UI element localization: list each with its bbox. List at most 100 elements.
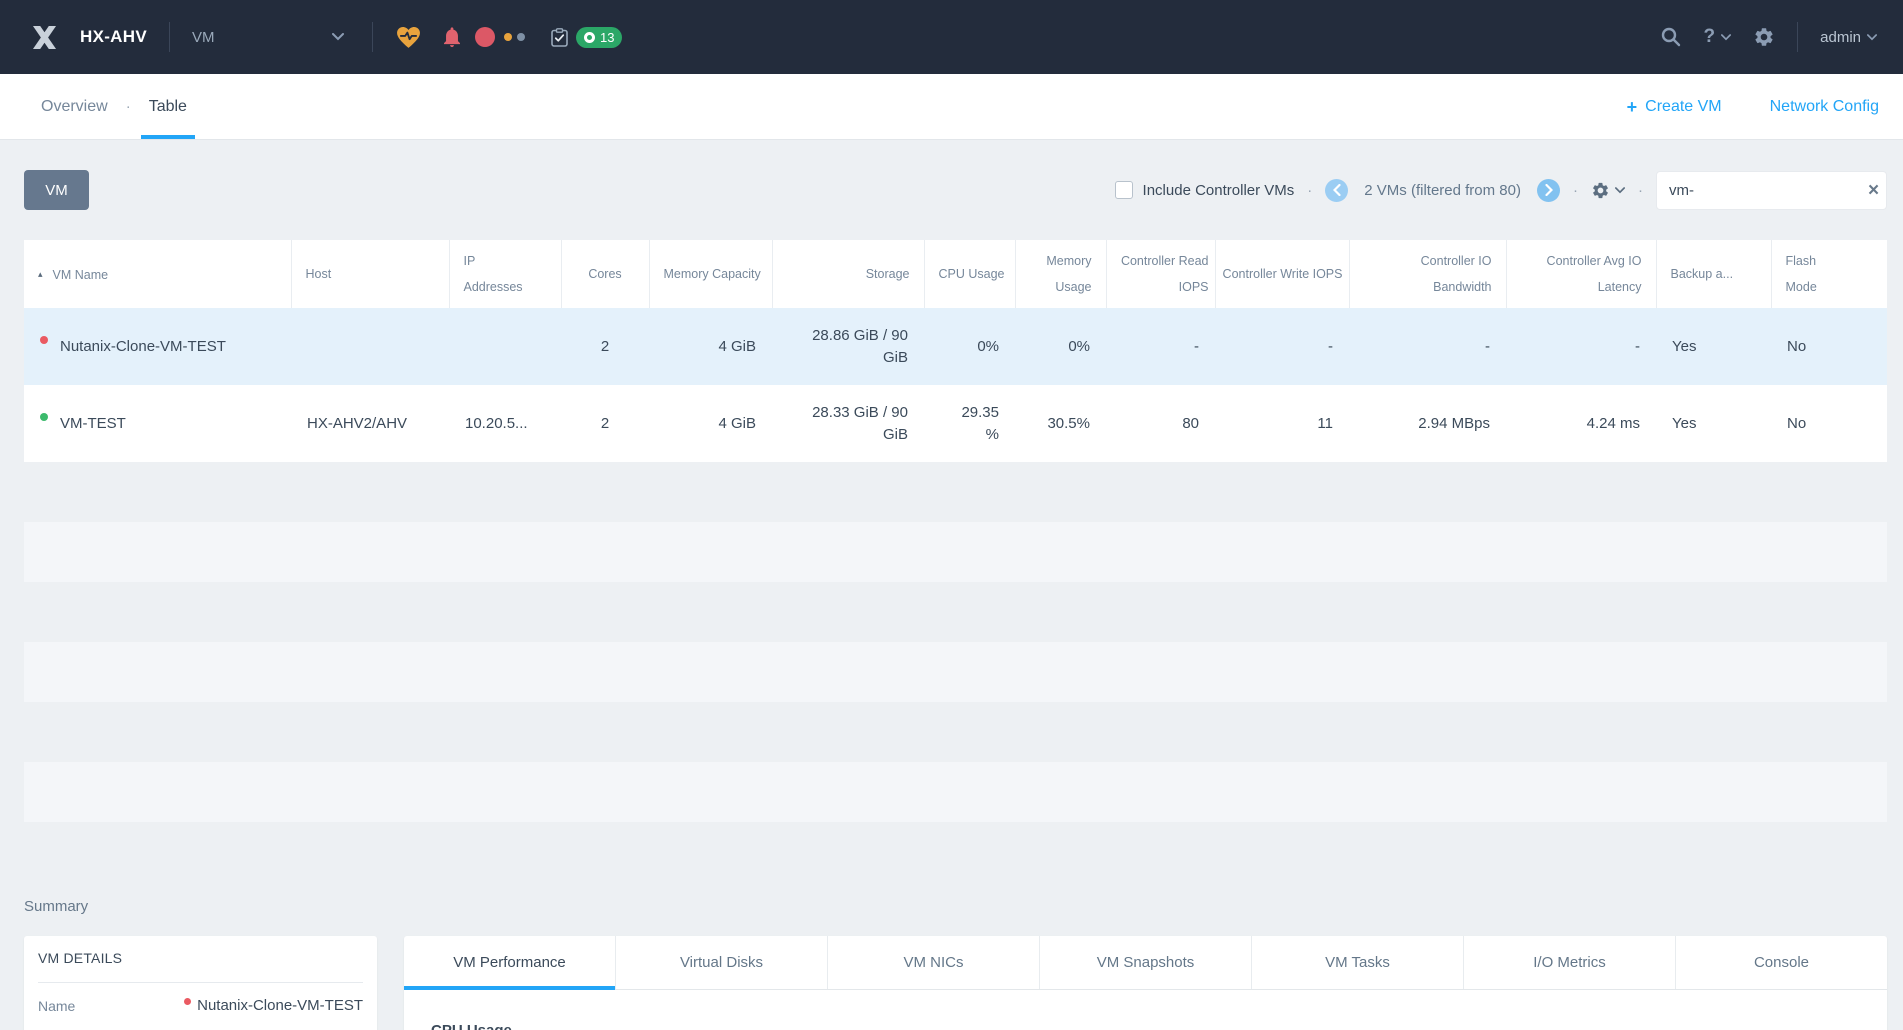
table-header-row: ▴ VM Name Host IP Addresses Cores Memory … [24,240,1887,308]
tab-table[interactable]: Table [140,74,196,139]
column-header-ip-addresses[interactable]: IP Addresses [448,240,561,308]
create-vm-label: Create VM [1645,97,1722,115]
column-header-flash-mode[interactable]: Flash Mode [1770,240,1887,308]
controller-io-bandwidth-cell: 2.94 MBps [1418,415,1490,432]
tab-vm-snapshots[interactable]: VM Snapshots [1039,936,1251,989]
running-tasks-badge[interactable]: 13 [575,26,623,48]
settings-gear-icon[interactable] [1753,26,1775,48]
tab-vm-tasks[interactable]: VM Tasks [1251,936,1463,989]
chevron-left-icon [1332,184,1341,196]
column-header-memory-capacity[interactable]: Memory Capacity [648,240,772,308]
critical-alert-indicator[interactable] [474,27,495,47]
username: admin [1820,28,1861,46]
flash-mode-cell: No [1771,308,1887,385]
power-state-dot [184,998,192,1005]
table-search-input[interactable] [1669,181,1868,199]
divider [168,22,170,52]
controller-read-iops-cell: - [1106,308,1215,385]
previous-page-button[interactable] [1325,178,1349,202]
ip-cell: 10.20.5... [465,415,528,432]
entity-selector-dropdown[interactable]: VM [192,29,344,46]
tab-io-metrics[interactable]: I/O Metrics [1463,936,1675,989]
detail-tab-row: VM Performance Virtual Disks VM NICs VM … [404,936,1887,990]
vm-table-container: ▴ VM Name Host IP Addresses Cores Memory … [24,240,1887,882]
tab-virtual-disks[interactable]: Virtual Disks [615,936,827,989]
storage-cell: 28.86 GiB / 90 GiB [772,308,924,385]
separator-dot: · [1573,181,1578,199]
summary-row: VM DETAILS Name Nutanix-Clone-VM-TEST VM… [24,936,1887,1030]
table-search-box: × [1656,170,1887,210]
cpu-usage-cell: 29.35 % [961,403,999,443]
host-cell [291,308,449,385]
controller-write-iops-cell: 11 [1317,415,1333,432]
table-row[interactable]: Nutanix-Clone-VM-TEST 2 4 GiB 28.86 GiB … [24,308,1887,385]
column-header-storage[interactable]: Storage [771,240,924,308]
table-row[interactable]: VM-TEST HX-AHV2/AHV 10.20.5... 2 4 GiB 2… [24,385,1887,462]
column-header-host[interactable]: Host [290,240,449,308]
controller-read-iops-cell: 80 [1182,415,1199,432]
chevron-down-icon [331,33,344,41]
column-header-memory-usage[interactable]: Memory Usage [1014,240,1106,308]
gear-icon [1593,182,1608,198]
cpu-usage-heading: CPU Usage [431,1022,1887,1030]
task-count: 13 [599,29,615,45]
network-config-link[interactable]: Network Config [1769,97,1879,115]
summary-section-title: Summary [24,898,89,915]
tab-console[interactable]: Console [1675,936,1887,989]
next-page-button[interactable] [1537,178,1560,202]
tasks-clipboard-icon[interactable] [551,27,568,47]
include-controller-vms-checkbox[interactable] [1114,181,1133,199]
flash-mode-cell: No [1787,415,1807,432]
empty-rows-area [24,462,1887,882]
memory-capacity-cell: 4 GiB [718,415,756,432]
table-toolbar: VM Include Controller VMs · 2 VMs (filte… [24,170,1887,210]
vm-detail-tabs-panel: VM Performance Virtual Disks VM NICs VM … [404,936,1887,1030]
cluster-name: HX-AHV [80,27,147,46]
alerts-bell-icon[interactable] [441,25,463,49]
host-cell: HX-AHV2/AHV [307,415,408,432]
user-menu[interactable]: admin [1820,29,1877,46]
health-heart-icon[interactable] [395,25,422,49]
ip-cell [449,308,561,385]
vm-entity-button[interactable]: VM [24,170,89,210]
clear-search-icon[interactable]: × [1868,179,1880,201]
search-icon[interactable] [1660,26,1682,48]
column-header-backup[interactable]: Backup a... [1655,240,1771,308]
storage-cell: 28.33 GiB / 90 GiB [812,403,908,443]
column-header-controller-avg-io-latency[interactable]: Controller Avg IO Latency [1505,240,1656,308]
main-content: VM Include Controller VMs · 2 VMs (filte… [0,140,1903,1030]
controller-avg-io-latency-cell: - [1506,308,1656,385]
controller-avg-io-latency-cell: 4.24 ms [1586,415,1640,432]
chevron-down-icon [1721,33,1732,40]
info-dot-indicator [516,33,525,41]
power-state-dot [40,336,48,344]
memory-usage-cell: 30.5% [1047,415,1090,432]
chevron-down-icon [1615,186,1625,193]
vm-count-text: 2 VMs (filtered from 80) [1364,181,1521,199]
memory-capacity-cell: 4 GiB [649,308,772,385]
column-header-controller-read-iops[interactable]: Controller Read IOPS [1105,240,1215,308]
column-header-controller-io-bandwidth[interactable]: Controller IO Bandwidth [1348,240,1506,308]
vm-name-value: Nutanix-Clone-VM-TEST [197,997,363,1014]
tab-vm-nics[interactable]: VM NICs [827,936,1039,989]
tab-overview[interactable]: Overview [41,97,108,115]
memory-usage-cell: 0% [1015,308,1106,385]
nutanix-logo-icon[interactable] [31,25,58,50]
column-header-vm-name[interactable]: ▴ VM Name [38,267,109,282]
entity-selector-label: VM [191,28,215,46]
warning-dot-indicator [503,33,512,41]
column-header-cpu-usage[interactable]: CPU Usage [923,240,1015,308]
help-menu[interactable]: ? [1704,26,1732,48]
tab-separator: · [125,98,131,115]
tab-vm-performance[interactable]: VM Performance [404,936,615,990]
column-header-controller-write-iops[interactable]: Controller Write IOPS [1214,240,1349,308]
sort-ascending-icon: ▴ [38,268,43,279]
topbar: HX-AHV VM [0,0,1903,74]
vm-name-label: Name [38,997,76,1014]
divider [371,22,373,52]
table-settings-dropdown[interactable] [1591,181,1625,200]
create-vm-button[interactable]: + Create VM [1627,98,1722,116]
controller-io-bandwidth-cell: - [1349,308,1506,385]
vm-details-title: VM DETAILS [38,950,363,983]
column-header-cores[interactable]: Cores [560,240,649,308]
